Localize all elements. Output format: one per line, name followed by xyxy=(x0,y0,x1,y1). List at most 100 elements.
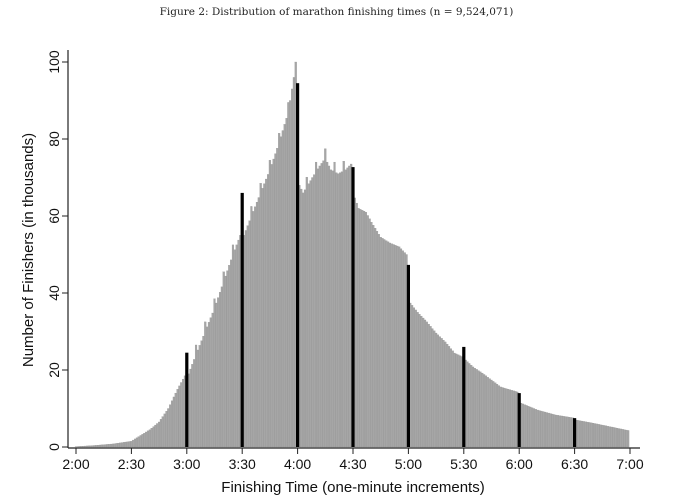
highlight-bar-500 xyxy=(406,264,410,447)
histogram-bar xyxy=(471,366,475,448)
histogram-bar xyxy=(170,400,174,448)
histogram-bar xyxy=(222,271,225,448)
histogram-bar xyxy=(302,192,305,448)
x-tick-label: 3:00 xyxy=(173,456,200,472)
highlight-bar-400 xyxy=(296,83,300,448)
histogram-bar xyxy=(473,368,476,448)
highlight-bar-600 xyxy=(517,393,521,447)
histogram-bar xyxy=(108,444,111,448)
histogram-bar xyxy=(566,416,569,448)
histogram-bar xyxy=(278,133,281,448)
histogram-bar xyxy=(374,228,377,448)
histogram-bar xyxy=(134,438,137,448)
histogram-bar xyxy=(283,124,286,448)
histogram-bar xyxy=(556,415,560,448)
histogram-bar xyxy=(531,407,534,448)
histogram-bar xyxy=(569,417,572,448)
histogram-bar xyxy=(422,317,425,448)
histogram-bar xyxy=(206,326,209,448)
histogram-bar xyxy=(104,444,107,448)
histogram-bar xyxy=(372,225,375,448)
histogram-bar xyxy=(268,160,271,448)
histogram-bar xyxy=(178,385,181,448)
histogram-bar xyxy=(562,416,565,448)
histogram-bar xyxy=(250,206,253,448)
histogram-bar xyxy=(604,425,608,448)
histogram-bar xyxy=(427,323,430,448)
histogram-bar xyxy=(180,382,183,448)
y-tick-label: 100 xyxy=(46,50,62,74)
histogram-bar xyxy=(614,427,617,448)
histogram-bar xyxy=(370,222,373,448)
histogram-bar xyxy=(193,359,196,448)
histogram-bar xyxy=(627,430,630,448)
histogram-bar xyxy=(84,445,87,448)
histogram-bar xyxy=(555,414,558,448)
histogram-bar xyxy=(447,346,451,448)
histogram-bar xyxy=(78,446,81,448)
histogram-bar xyxy=(237,239,240,448)
histogram-bar xyxy=(141,434,144,448)
histogram-bar xyxy=(115,443,118,448)
histogram-bar xyxy=(401,250,404,448)
histogram-bar xyxy=(440,338,443,448)
histogram-bar xyxy=(204,321,207,448)
histogram-bar xyxy=(603,425,606,448)
histogram-bar xyxy=(331,170,334,448)
histogram-bar xyxy=(313,174,316,448)
histogram-bar xyxy=(291,88,294,448)
histogram-bar xyxy=(211,312,214,448)
histogram-bar xyxy=(95,445,98,448)
histogram-bar xyxy=(377,234,380,448)
histogram-bar xyxy=(619,428,622,448)
histogram-bar xyxy=(459,355,462,448)
x-tick-label: 6:30 xyxy=(561,456,588,472)
histogram-bar xyxy=(549,413,552,448)
histogram-bar xyxy=(287,102,290,448)
histogram-bar xyxy=(490,379,493,448)
histogram-bar xyxy=(274,153,277,448)
histogram-bar xyxy=(503,387,506,448)
histogram-bar xyxy=(143,433,146,448)
histogram-bar xyxy=(359,209,362,448)
histogram-bar xyxy=(579,420,582,448)
histogram-bar xyxy=(449,348,452,448)
histogram-bar xyxy=(431,328,434,448)
histogram-bar xyxy=(228,265,231,448)
histogram-bar xyxy=(612,427,615,448)
histogram-bar xyxy=(398,246,401,448)
histogram-bar xyxy=(200,340,203,448)
histogram-bar xyxy=(599,424,602,448)
histogram-bar xyxy=(366,215,369,448)
histogram-bar xyxy=(523,404,526,448)
histogram-bar xyxy=(361,210,364,448)
histogram-bar xyxy=(536,409,539,448)
histogram-bar xyxy=(381,238,384,448)
highlight-bars-group xyxy=(185,83,577,448)
histogram-bar xyxy=(527,406,530,448)
histogram-bar xyxy=(435,332,438,448)
histogram-bar xyxy=(161,416,164,448)
histogram-bar xyxy=(383,239,386,448)
histogram-bar xyxy=(623,429,626,448)
y-tick-label: 80 xyxy=(46,131,62,147)
histogram-bar xyxy=(148,429,151,448)
histogram-bar xyxy=(311,177,314,448)
histogram-bar xyxy=(320,163,323,448)
histogram-bar xyxy=(348,165,351,448)
histogram-bar xyxy=(355,202,358,448)
histogram-bar xyxy=(303,189,307,448)
x-tick-label: 2:00 xyxy=(62,456,89,472)
histogram-bar xyxy=(597,424,600,448)
y-tick-label: 20 xyxy=(46,362,62,378)
histogram-bar xyxy=(337,173,340,448)
histogram-bar xyxy=(538,410,541,448)
histogram-bar xyxy=(545,412,548,448)
histogram-bar xyxy=(326,161,329,448)
histogram-bar xyxy=(224,275,227,448)
histogram-bar xyxy=(93,445,96,448)
histogram-bar xyxy=(499,386,502,448)
histogram-bar xyxy=(423,319,427,448)
histogram-bar xyxy=(80,446,83,448)
